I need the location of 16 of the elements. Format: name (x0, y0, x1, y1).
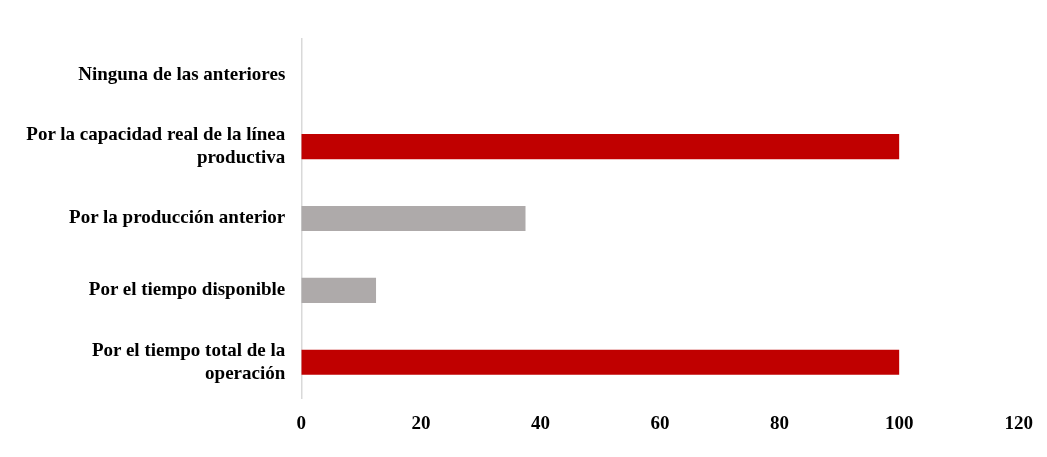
x-tick-label: 20 (411, 411, 431, 433)
y-tick-label: Ninguna de las anteriores (78, 62, 286, 84)
x-tick-label: 0 (296, 411, 307, 433)
y-tick-label: Por la capacidad real de la línea productiva (26, 123, 286, 167)
y-tick-label: Por el tiempo total de la operación (91, 338, 286, 383)
y-tick-label: Por el tiempo disponible (88, 278, 286, 300)
x-tick-label: 40 (530, 411, 550, 433)
bar (301, 205, 526, 232)
bar (301, 349, 900, 375)
x-tick-label: 120 (1004, 411, 1033, 433)
bar (301, 277, 377, 303)
x-tick-label: 100 (884, 411, 914, 433)
y-tick-label: Por la producción anterior (69, 206, 286, 228)
x-tick-label: 60 (650, 411, 670, 433)
x-tick-label: 80 (770, 411, 790, 433)
bar (301, 134, 900, 160)
